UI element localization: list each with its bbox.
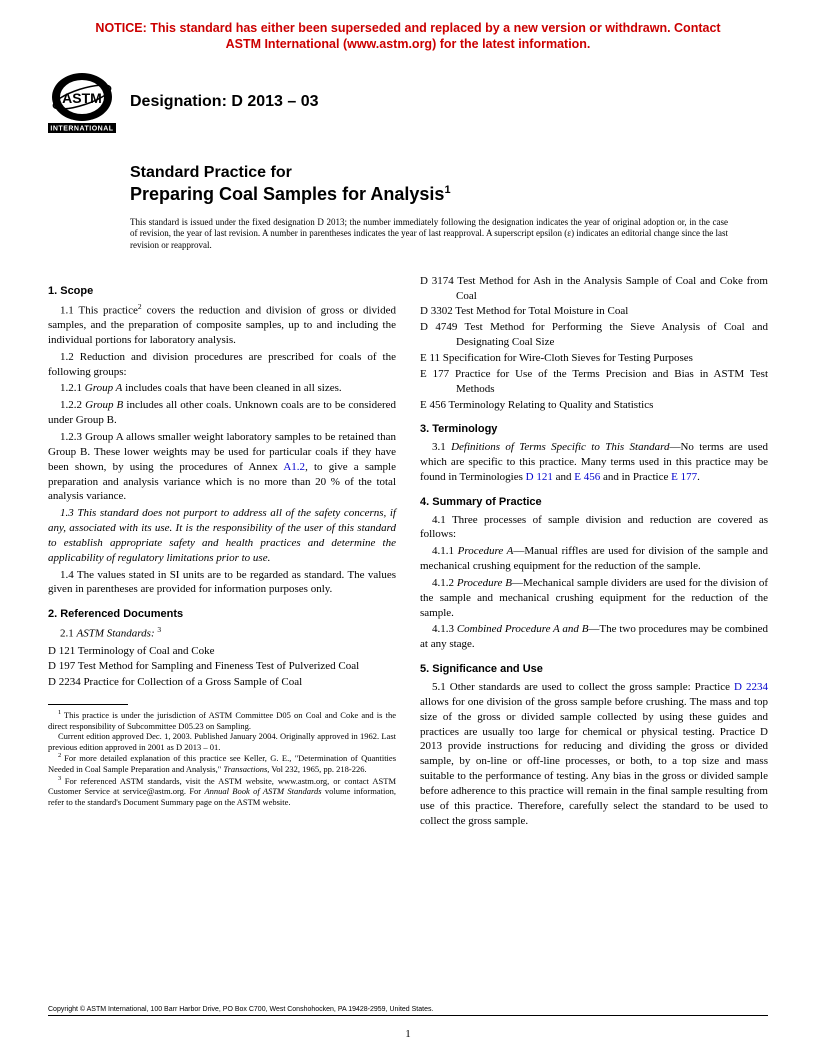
ref-e177: E 177 Practice for Use of the Terms Prec… xyxy=(420,367,768,397)
left-column: 1. Scope 1.1 This practice2 covers the r… xyxy=(48,274,396,831)
p31a: 3.1 xyxy=(432,441,451,453)
title-line1: Standard Practice for xyxy=(130,163,768,184)
annex-link[interactable]: A1.2 xyxy=(283,461,305,473)
body-columns: 1. Scope 1.1 This practice2 covers the r… xyxy=(48,274,768,831)
terminology-head: 3. Terminology xyxy=(420,422,768,437)
summary-head: 4. Summary of Practice xyxy=(420,495,768,510)
p1-2-3: 1.2.3 Group A allows smaller weight labo… xyxy=(48,430,396,504)
footnote-separator xyxy=(48,704,128,705)
p31e: and in Practice xyxy=(600,471,671,483)
ref-d4749: D 4749 Test Method for Performing the Si… xyxy=(420,320,768,350)
title-sup: 1 xyxy=(444,184,450,196)
p1-3: 1.3 This standard does not purport to ad… xyxy=(48,506,396,565)
p121a: 1.2.1 xyxy=(60,382,85,394)
fn2c: , Vol 232, 1965, pp. 218-226. xyxy=(267,764,366,774)
link-e177[interactable]: E 177 xyxy=(671,471,697,483)
p5-1: 5.1 Other standards are used to collect … xyxy=(420,680,768,828)
fn3b: Annual Book of ASTM Standards xyxy=(204,786,321,796)
ref-e11: E 11 Specification for Wire-Cloth Sieves… xyxy=(420,351,768,366)
p31b: Definitions of Terms Specific to This St… xyxy=(451,441,669,453)
p2-1: 2.1 ASTM Standards: 3 xyxy=(48,625,396,642)
title-main: Preparing Coal Samples for Analysis xyxy=(130,184,444,204)
fn1a: This practice is under the jurisdiction … xyxy=(48,710,396,731)
p121c: includes coals that have been cleaned in… xyxy=(122,382,341,394)
p121b: Group A xyxy=(85,382,123,394)
p411a: 4.1.1 xyxy=(432,545,458,557)
footnote-1b: Current edition approved Dec. 1, 2003. P… xyxy=(48,731,396,752)
link-d121[interactable]: D 121 xyxy=(526,471,553,483)
p411b: Procedure A xyxy=(458,545,514,557)
p21a: 2.1 xyxy=(60,628,77,640)
p413b: Combined Procedure A and B xyxy=(457,623,589,635)
ref-d2234: D 2234 Practice for Collection of a Gros… xyxy=(48,675,396,690)
p51a: 5.1 Other standards are used to collect … xyxy=(432,681,734,693)
p31d: and xyxy=(553,471,574,483)
fn3-ref: 3 xyxy=(157,625,161,634)
significance-head: 5. Significance and Use xyxy=(420,662,768,677)
p4-1: 4.1 Three processes of sample division a… xyxy=(420,513,768,543)
page-number: 1 xyxy=(0,1028,816,1040)
p1-2: 1.2 Reduction and division procedures ar… xyxy=(48,350,396,380)
astm-logo: ASTM INTERNATIONAL xyxy=(48,71,116,133)
p4-1-3: 4.1.3 Combined Procedure A and B—The two… xyxy=(420,622,768,652)
link-d2234[interactable]: D 2234 xyxy=(734,681,768,693)
title-block: Standard Practice for Preparing Coal Sam… xyxy=(130,163,768,207)
p1-2-1: 1.2.1 Group A includes coals that have b… xyxy=(48,381,396,396)
p1-4: 1.4 The values stated in SI units are to… xyxy=(48,568,396,598)
svg-text:INTERNATIONAL: INTERNATIONAL xyxy=(50,125,113,132)
copyright: Copyright © ASTM International, 100 Barr… xyxy=(48,1006,768,1016)
p1-1a: 1.1 This practice xyxy=(60,304,138,316)
p31f: . xyxy=(697,471,700,483)
footnote-1: 1 This practice is under the jurisdictio… xyxy=(48,709,396,731)
p122b: Group B xyxy=(85,399,123,411)
p4-1-1: 4.1.1 Procedure A—Manual riffles are use… xyxy=(420,544,768,574)
ref-d197: D 197 Test Method for Sampling and Finen… xyxy=(48,659,396,674)
footnote-3: 3 For referenced ASTM standards, visit t… xyxy=(48,775,396,808)
issuance-note: This standard is issued under the fixed … xyxy=(130,217,728,252)
right-column: D 3174 Test Method for Ash in the Analys… xyxy=(420,274,768,831)
scope-head: 1. Scope xyxy=(48,284,396,299)
ref-d3174: D 3174 Test Method for Ash in the Analys… xyxy=(420,274,768,304)
p412b: Procedure B xyxy=(457,577,512,589)
ref-e456: E 456 Terminology Relating to Quality an… xyxy=(420,398,768,413)
p122a: 1.2.2 xyxy=(60,399,85,411)
footnote-2: 2 For more detailed explanation of this … xyxy=(48,752,396,774)
p413a: 4.1.3 xyxy=(432,623,457,635)
p1-1: 1.1 This practice2 covers the reduction … xyxy=(48,302,396,348)
title-line2: Preparing Coal Samples for Analysis1 xyxy=(130,183,768,206)
p51b: allows for one division of the gross sam… xyxy=(420,696,768,827)
p1-2-2: 1.2.2 Group B includes all other coals. … xyxy=(48,398,396,428)
p4-1-2: 4.1.2 Procedure B—Mechanical sample divi… xyxy=(420,576,768,621)
p3-1: 3.1 Definitions of Terms Specific to Thi… xyxy=(420,440,768,485)
p21b: ASTM Standards: xyxy=(77,628,155,640)
fn2b: Transactions xyxy=(223,764,267,774)
refdocs-head: 2. Referenced Documents xyxy=(48,607,396,622)
header-row: ASTM INTERNATIONAL Designation: D 2013 –… xyxy=(48,71,768,133)
ref-d121: D 121 Terminology of Coal and Coke xyxy=(48,644,396,659)
p412a: 4.1.2 xyxy=(432,577,457,589)
superseded-notice: NOTICE: This standard has either been su… xyxy=(48,20,768,53)
link-e456[interactable]: E 456 xyxy=(574,471,600,483)
designation: Designation: D 2013 – 03 xyxy=(130,93,319,111)
svg-text:ASTM: ASTM xyxy=(62,90,102,106)
ref-d3302: D 3302 Test Method for Total Moisture in… xyxy=(420,304,768,319)
